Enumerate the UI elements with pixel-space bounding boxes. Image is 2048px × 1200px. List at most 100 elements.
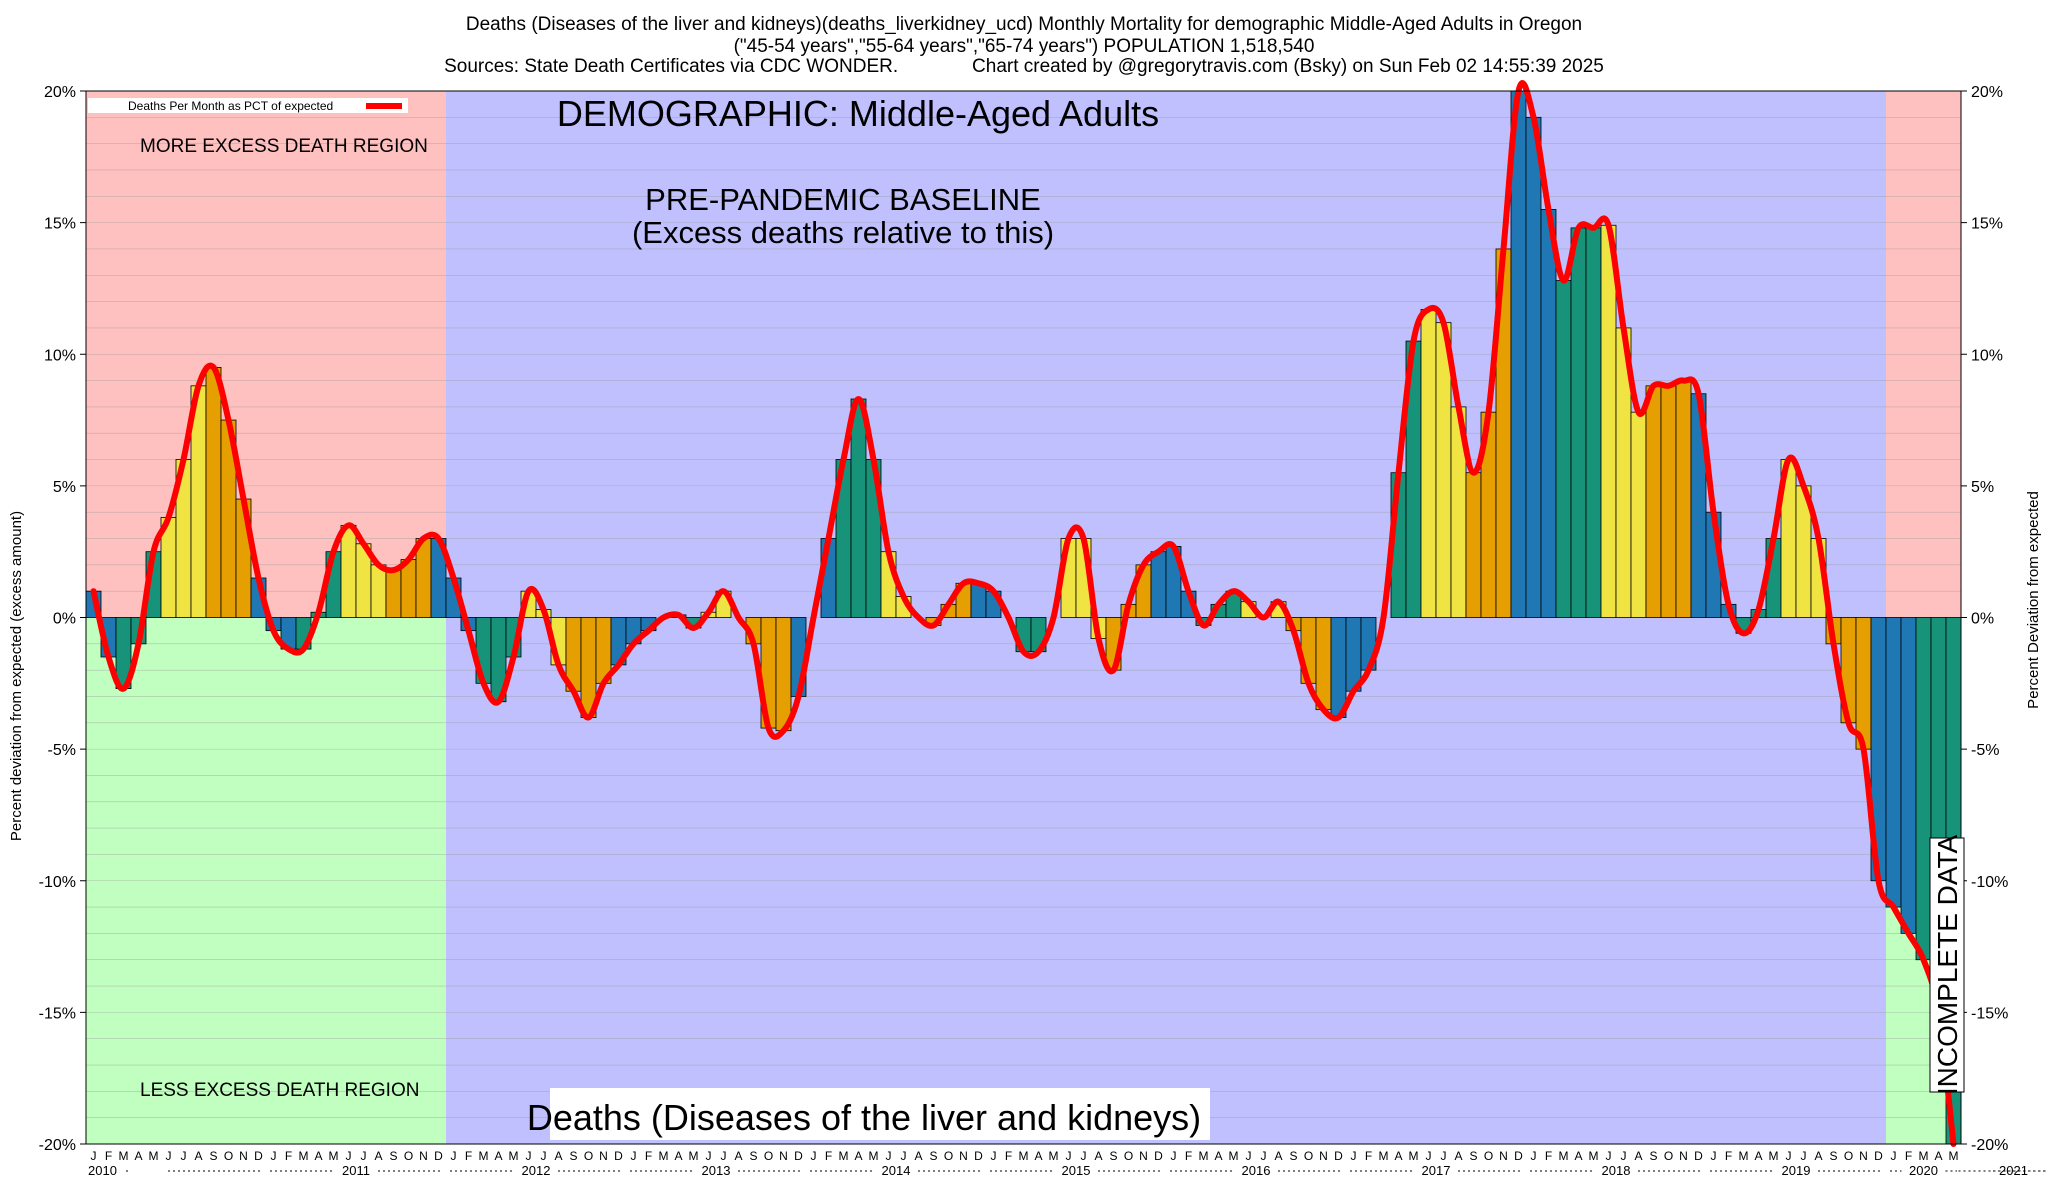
bar [1345,617,1362,692]
month-tick-label: M [1739,1149,1749,1163]
month-tick-label: A [1034,1149,1042,1163]
y-tick-label-right: -15% [1971,1005,2008,1022]
bar [1555,280,1572,618]
month-tick-label: A [374,1149,382,1163]
legend-box [88,98,408,113]
month-tick-label: S [1469,1149,1477,1163]
y-tick-label-right: 0% [1971,611,1994,628]
month-tick-label: A [314,1149,322,1163]
month-tick-label: A [1934,1149,1942,1163]
month-tick-label: F [285,1149,292,1163]
month-tick-label: S [1649,1149,1657,1163]
incomplete-label-box [1929,837,1965,1093]
month-tick-label: J [1081,1149,1087,1163]
left-axis-label: Percent deviation from expected (excess … [8,511,25,841]
month-tick-label: M [1019,1149,1029,1163]
month-tick-label: A [554,1149,562,1163]
year-tick-label: 2014 [882,1163,911,1178]
month-tick-label: S [389,1149,397,1163]
year-tick-label: 2013 [702,1163,731,1178]
y-tick-label-right: -20% [1971,1137,2008,1154]
month-tick-label: J [541,1149,547,1163]
month-tick-label: J [1711,1149,1717,1163]
y-tick-label-right: 10% [1971,347,2003,364]
bar [205,367,222,618]
bar [1600,224,1617,618]
bottom-label: Deaths (Diseases of the liver and kidney… [527,1097,1201,1138]
y-tick-label-left: 5% [53,479,76,496]
month-tick-label: D [1154,1149,1163,1163]
month-tick-label: D [434,1149,443,1163]
bar [1420,309,1437,618]
month-tick-label: D [254,1149,263,1163]
month-tick-label: M [659,1149,669,1163]
month-tick-label: D [1874,1149,1883,1163]
baseline-subtitle: (Excess deaths relative to this) [632,215,1054,250]
month-tick-label: F [645,1149,652,1163]
month-tick-label: O [584,1149,593,1163]
month-tick-label: J [361,1149,367,1163]
bar [1315,617,1332,711]
month-tick-label: D [614,1149,623,1163]
y-tick-label-right: -5% [1971,742,1999,759]
incomplete-data-label: INCOMPLETE DATA [1932,835,1963,1096]
month-tick-label: A [914,1149,922,1163]
chart-header-line2: ("45-54 years","55-64 years","65-74 year… [733,36,1315,57]
month-tick-label: A [134,1149,142,1163]
month-tick-label: A [854,1149,862,1163]
month-tick-label: S [929,1149,937,1163]
year-tick-label: 2019 [1782,1163,1811,1178]
month-tick-label: A [1454,1149,1462,1163]
month-tick-label: F [105,1149,112,1163]
month-tick-label: J [91,1149,97,1163]
month-tick-label: M [479,1149,489,1163]
year-tick-label: 2018 [1602,1163,1631,1178]
year-tick-label: 2015 [1062,1163,1091,1178]
month-tick-label: M [1769,1149,1779,1163]
month-tick-label: M [1559,1149,1569,1163]
month-tick-label: J [271,1149,277,1163]
month-tick-label: M [839,1149,849,1163]
month-tick-label: M [329,1149,339,1163]
bar [370,564,387,618]
month-tick-label: A [1574,1149,1582,1163]
month-tick-label: F [1725,1149,1732,1163]
month-tick-label: N [779,1149,788,1163]
y-tick-label-right: -10% [1971,874,2008,891]
bar [1915,617,1932,961]
y-tick-label-right: 20% [1971,84,2003,101]
month-tick-label: J [166,1149,172,1163]
month-tick-label: M [1589,1149,1599,1163]
month-tick-label: S [749,1149,757,1163]
month-tick-label: M [1949,1149,1959,1163]
month-tick-label: M [1379,1149,1389,1163]
year-tick-label: 2010 [88,1163,117,1178]
bar [1525,116,1542,618]
month-tick-label: J [901,1149,907,1163]
month-tick-label: O [404,1149,413,1163]
month-tick-label: J [811,1149,817,1163]
month-tick-label: A [1394,1149,1402,1163]
month-tick-label: N [599,1149,608,1163]
month-tick-label: M [869,1149,879,1163]
bar [1585,227,1602,618]
bar [1540,209,1557,618]
month-tick-label: M [689,1149,699,1163]
y-tick-label-left: 20% [44,84,76,101]
month-tick-label: F [1365,1149,1372,1163]
month-tick-label: A [1754,1149,1762,1163]
month-tick-label: A [674,1149,682,1163]
month-tick-label: N [1139,1149,1148,1163]
month-tick-label: A [1814,1149,1822,1163]
y-tick-label-left: 0% [53,611,76,628]
month-tick-label: F [1545,1149,1552,1163]
month-tick-label: J [886,1149,892,1163]
month-tick-label: M [1919,1149,1929,1163]
year-tick-label: 2017 [1422,1163,1451,1178]
y-tick-label-left: -5% [48,742,76,759]
month-tick-label: M [149,1149,159,1163]
month-tick-label: N [419,1149,428,1163]
month-tick-label: J [1066,1149,1072,1163]
month-tick-label: D [974,1149,983,1163]
